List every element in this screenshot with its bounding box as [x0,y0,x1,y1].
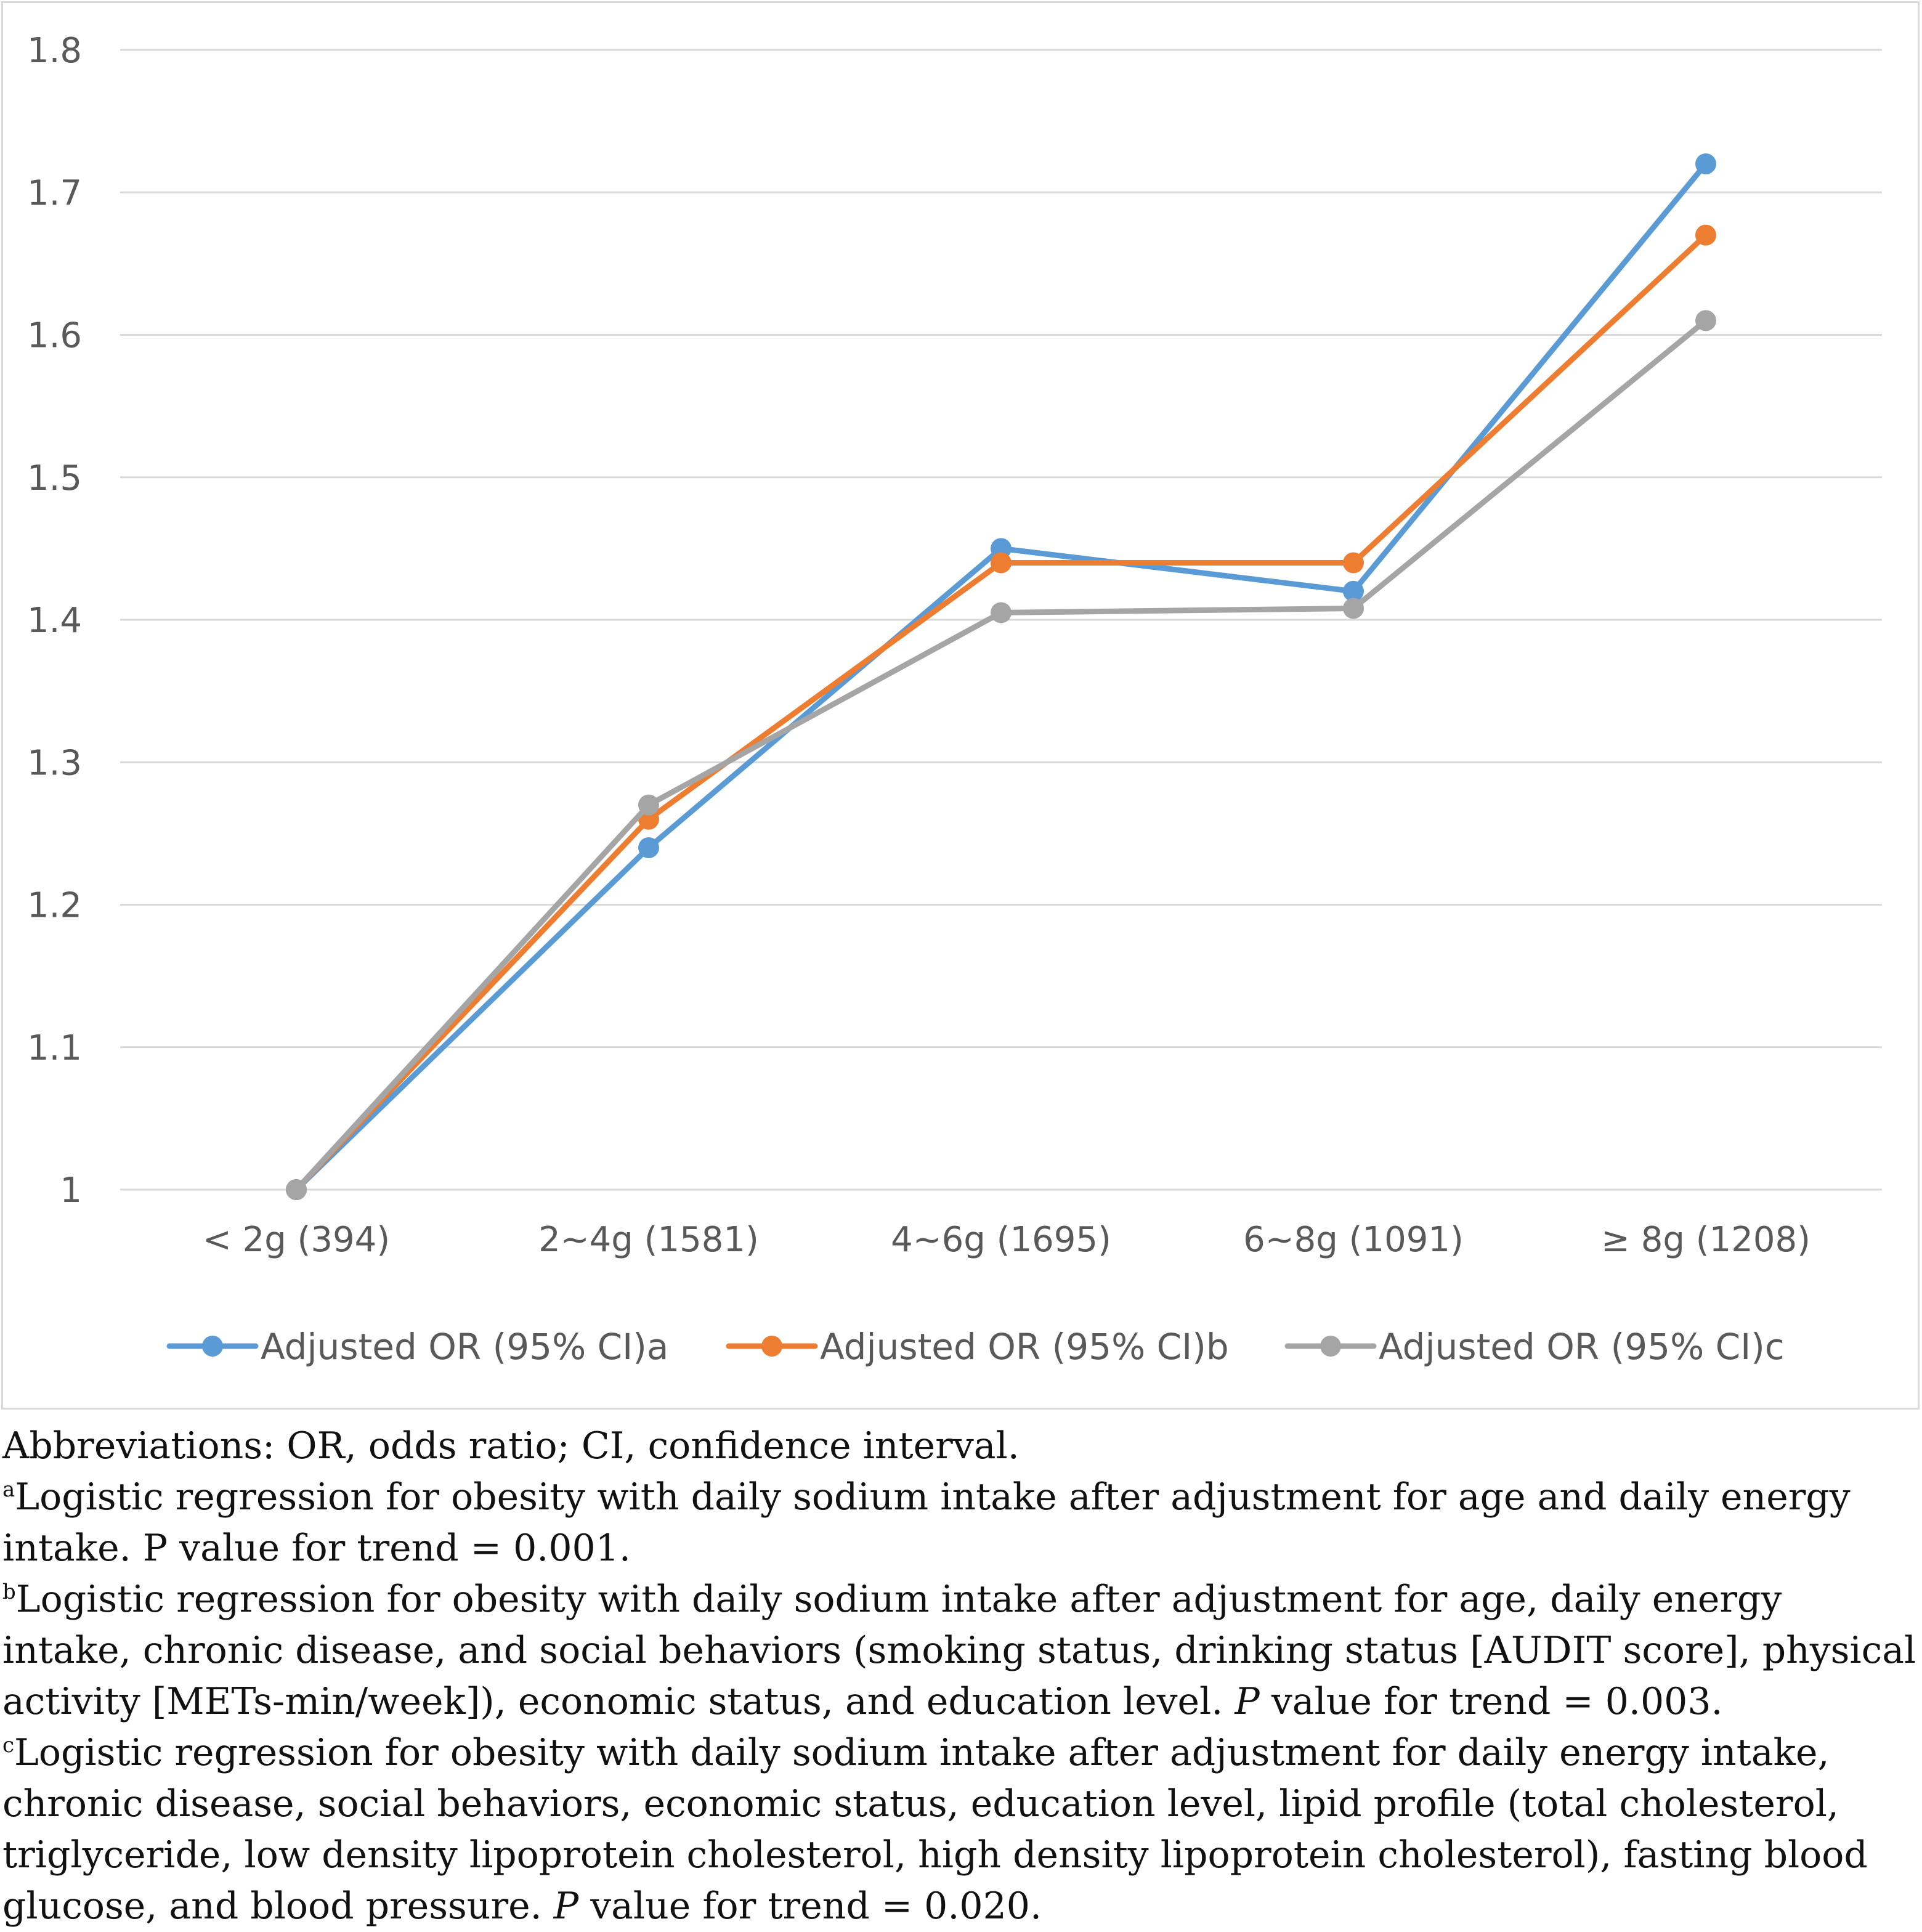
footnote-b-text-2: value for trend = 0.003. [1271,1680,1723,1723]
footnote-a-text: Logistic regression for obesity with dai… [2,1475,1851,1570]
y-tick-label: 1.7 [27,173,82,213]
x-tick-label: 4~6g (1695) [891,1220,1111,1260]
series-1 [286,153,1716,1200]
series-2 [286,224,1716,1200]
series-3 [286,310,1716,1200]
y-axis-ticks: 1 1.1 1.2 1.3 1.4 1.5 1.6 1.7 1.8 [27,31,82,1211]
footnote-c-text-1: Logistic regression for obesity with dai… [2,1731,1868,1928]
legend-item-1: Adjusted OR (95% CI)a [166,1326,668,1368]
y-tick-label: 1.3 [27,743,82,783]
abbreviations-note: Abbreviations: OR, odds ratio; CI, confi… [2,1424,1020,1467]
legend-swatch-marker [202,1336,223,1357]
footnote-b-p: P [1235,1680,1260,1723]
data-point [991,552,1012,574]
data-point [638,794,659,816]
y-tick-label: 1.8 [27,31,82,71]
legend-label: Adjusted OR (95% CI)c [1379,1326,1785,1368]
footnote-a-mark: a [2,1477,15,1502]
y-tick-label: 1 [60,1171,82,1211]
footnote-b-mark: b [2,1580,16,1604]
chart-frame: 1 1.1 1.2 1.3 1.4 1.5 1.6 1.7 1.8 < 2g (394) 2~4g… [1,1,1920,1410]
series-line [293,317,1709,1193]
footnote-c: cLogistic regression for obesity with da… [2,1727,1918,1932]
y-tick-label: 1.4 [27,601,82,641]
x-tick-label: < 2g (394) [203,1220,390,1260]
footnote-c-text-2: value for trend = 0.020. [590,1885,1042,1928]
data-point [1343,598,1364,619]
data-point [991,602,1012,623]
figure-notes: Abbreviations: OR, odds ratio; CI, confi… [2,1421,1918,1932]
legend-swatch-marker [761,1336,782,1357]
legend-label: Adjusted OR (95% CI)b [820,1326,1229,1368]
y-tick-label: 1.6 [27,316,82,356]
footnote-b-text-1: Logistic regression for obesity with dai… [2,1578,1916,1723]
y-tick-label: 1.5 [27,458,82,498]
data-point [1695,224,1716,246]
legend-label: Adjusted OR (95% CI)a [261,1326,668,1368]
legend-item-2: Adjusted OR (95% CI)b [726,1326,1229,1368]
data-point [638,837,659,858]
data-point [1343,580,1364,602]
series-line [293,161,1709,1193]
legend-item-3: Adjusted OR (95% CI)c [1284,1326,1785,1368]
data-point [1343,552,1364,574]
y-tick-label: 1.1 [27,1028,82,1068]
data-point [286,1179,307,1200]
series-lines [286,153,1716,1200]
line-chart: 1 1.1 1.2 1.3 1.4 1.5 1.6 1.7 1.8 < 2g (394) 2~4g… [27,31,1882,1368]
x-tick-label: ≥ 8g (1208) [1601,1220,1810,1260]
footnote-c-mark: c [2,1733,15,1758]
x-tick-label: 2~4g (1581) [538,1220,759,1260]
legend-swatch-marker [1320,1336,1341,1357]
footnote-a: aLogistic regression for obesity with da… [2,1472,1918,1574]
data-point [1695,153,1716,174]
footnote-c-p: P [553,1885,579,1928]
data-point [1695,310,1716,331]
x-axis-ticks: < 2g (394) 2~4g (1581) 4~6g (1695) 6~8g (10… [203,1220,1810,1260]
y-tick-label: 1.2 [27,886,82,926]
footnote-b: bLogistic regression for obesity with da… [2,1574,1918,1727]
legend: Adjusted OR (95% CI)a Adjusted OR (95% CI… [166,1326,1785,1368]
x-tick-label: 6~8g (1091) [1243,1220,1464,1260]
